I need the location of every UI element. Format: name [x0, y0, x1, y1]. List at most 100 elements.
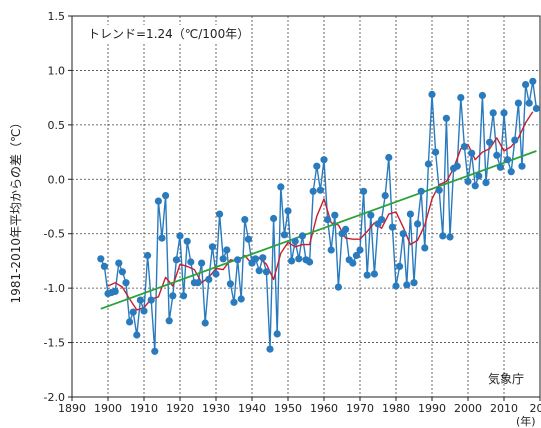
annual-point: [100, 262, 108, 270]
annual-point: [356, 246, 364, 254]
annual-point: [151, 347, 159, 355]
annual-point: [378, 216, 386, 224]
annual-point: [158, 234, 166, 242]
annual-point: [262, 268, 270, 276]
annual-point: [410, 279, 418, 287]
annual-point: [320, 156, 328, 164]
y-tick-label: 1.0: [48, 64, 66, 77]
annual-point: [500, 109, 508, 117]
annual-point: [219, 255, 227, 263]
annual-point: [324, 216, 332, 224]
annual-point: [270, 214, 278, 223]
annual-point: [424, 160, 432, 168]
annual-point: [298, 232, 306, 240]
annual-point: [316, 186, 324, 194]
annual-point: [273, 330, 281, 338]
plot-area: [71, 15, 541, 398]
annual-point: [176, 232, 184, 240]
annual-point: [493, 151, 501, 159]
annual-point: [414, 220, 422, 228]
x-axis-unit-label: (年): [516, 414, 536, 428]
annual-point: [183, 237, 191, 245]
annual-point: [511, 136, 519, 144]
annual-point: [457, 94, 465, 102]
x-tick-label: 1930: [202, 402, 230, 415]
trend-line: [100, 150, 537, 310]
annual-point: [464, 177, 472, 186]
annual-point: [489, 109, 497, 117]
annual-point: [162, 192, 170, 200]
annual-point: [388, 223, 396, 231]
annual-point: [194, 279, 202, 287]
annual-point: [360, 187, 368, 195]
annual-point: [154, 197, 162, 205]
annual-point: [331, 211, 339, 219]
x-tick-label: 1970: [346, 402, 374, 415]
annual-point: [291, 237, 299, 245]
annual-point: [309, 187, 317, 195]
x-tick-label: 2010: [490, 402, 518, 415]
annotation-backdrop: [84, 25, 240, 43]
x-tick-label: 1980: [382, 402, 410, 415]
annual-point: [475, 172, 483, 180]
annual-point: [144, 251, 152, 260]
annual-point: [334, 283, 342, 291]
x-tick-label: 1900: [94, 402, 122, 415]
annual-point: [478, 91, 486, 100]
annual-point: [288, 257, 296, 265]
annual-point: [169, 292, 177, 300]
annual-point: [392, 282, 400, 290]
y-tick-label: -0.5: [44, 228, 65, 241]
annual-point: [234, 256, 242, 264]
annual-point: [529, 77, 537, 85]
y-tick-label: -2.0: [44, 391, 65, 404]
annual-point: [198, 259, 206, 267]
credit-label: 気象庁: [488, 371, 524, 386]
annual-point: [180, 292, 188, 300]
annual-point: [342, 225, 350, 233]
annual-point: [399, 230, 407, 238]
annual-point: [522, 81, 530, 89]
annual-point: [525, 99, 533, 107]
annual-point: [406, 210, 414, 218]
annual-point: [165, 317, 173, 325]
y-tick-label: -1.5: [44, 337, 65, 350]
y-tick-label: -1.0: [44, 282, 65, 295]
annual-point: [147, 296, 155, 304]
annual-point: [133, 331, 141, 339]
annual-point: [439, 232, 447, 240]
annual-point: [507, 168, 515, 176]
annual-line: [100, 80, 538, 352]
x-tick-label: 1890: [58, 402, 86, 415]
y-axis-label: 1981-2010年平均からの差（℃）: [9, 117, 23, 304]
annual-point: [421, 244, 429, 252]
annual-point: [453, 162, 461, 170]
annual-point: [259, 254, 267, 262]
annual-point: [208, 243, 216, 251]
annual-point: [252, 255, 260, 263]
x-tick-label: 1950: [274, 402, 302, 415]
annual-point: [352, 251, 360, 260]
annual-point: [496, 163, 504, 171]
annual-point: [244, 235, 252, 243]
annual-point: [468, 149, 476, 157]
annual-point: [97, 255, 105, 263]
annual-point: [504, 156, 512, 164]
x-tick-label: 1920: [166, 402, 194, 415]
annual-point: [126, 318, 134, 326]
annual-point: [403, 281, 411, 289]
annual-point: [118, 268, 126, 276]
annual-point: [367, 211, 375, 219]
annual-point: [428, 90, 436, 98]
annual-point: [172, 256, 180, 264]
trend-annotation: トレンド=1.24（℃/100年）: [88, 27, 249, 41]
x-tick-label: 2000: [454, 402, 482, 415]
x-tick-label: 1990: [418, 402, 446, 415]
annual-point: [277, 183, 285, 191]
annual-point: [381, 192, 389, 200]
annual-point: [241, 216, 249, 224]
annual-point: [226, 280, 234, 288]
y-axis-ticks: -2.0 -1.5 -1.0 -0.5 0.0 0.5 1.0 1.5: [44, 10, 72, 404]
x-tick-label: 1960: [310, 402, 338, 415]
